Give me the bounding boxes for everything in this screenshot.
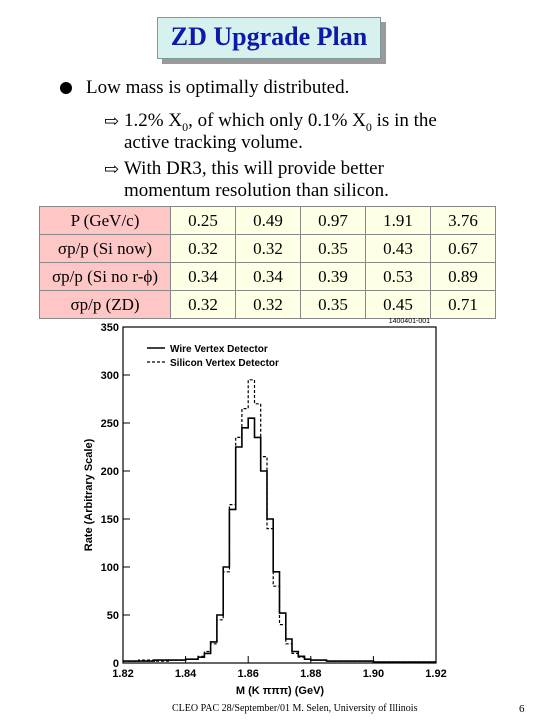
table-cell: 0.89 xyxy=(430,262,496,291)
y-tick-label: 350 xyxy=(101,322,119,334)
legend-entry-wire: Wire Vertex Detector xyxy=(170,344,268,355)
table-cell: 0.32 xyxy=(170,290,236,319)
y-tick-label: 100 xyxy=(101,562,119,574)
table-cell: 0.45 xyxy=(365,290,431,319)
bullet-dot xyxy=(60,82,72,94)
table-row: P (GeV/c) 0.25 0.49 0.97 1.91 3.76 xyxy=(39,206,496,235)
x-axis: 1.82 1.84 1.86 1.88 1.90 1.92 xyxy=(112,656,447,680)
bullet-sub1-line2: active tracking volume. xyxy=(124,132,303,153)
plot-tag: 1400401-001 xyxy=(389,318,430,325)
table-cell: 0.67 xyxy=(430,234,496,263)
resolution-table: P (GeV/c) 0.25 0.49 0.97 1.91 3.76 σp/p (Si no… xyxy=(39,206,496,319)
table-cell: 0.35 xyxy=(300,290,366,319)
bullet-main: Low mass is optimally distributed. xyxy=(86,77,350,98)
y-tick-label: 50 xyxy=(107,610,119,622)
x-tick-label: 1.86 xyxy=(237,668,258,680)
x-tick-label: 1.90 xyxy=(363,668,384,680)
title-box: ZD Upgrade Plan xyxy=(157,17,381,59)
arrow-icon: ⇨ xyxy=(104,111,120,131)
table-cell: 0.35 xyxy=(300,234,366,263)
table-cell: 0.32 xyxy=(235,290,301,319)
table-cell: 3.76 xyxy=(430,206,496,235)
table-cell: 0.34 xyxy=(170,262,236,291)
table-cell: 0.34 xyxy=(235,262,301,291)
x-tick-label: 1.88 xyxy=(300,668,321,680)
table-cell: 0.53 xyxy=(365,262,431,291)
row-label: σp/p (ZD) xyxy=(39,290,171,319)
y-tick-label: 0 xyxy=(113,658,119,670)
y-tick-label: 200 xyxy=(101,466,119,478)
table-cell: 0.32 xyxy=(235,234,301,263)
table-cell: 0.25 xyxy=(170,206,236,235)
table-cell: 0.49 xyxy=(235,206,301,235)
table-cell: 0.43 xyxy=(365,234,431,263)
series-silicon-vertex xyxy=(123,379,436,663)
row-label: σp/p (Si no r-ϕ) xyxy=(39,262,171,291)
y-axis: 0 50 100 150 200 250 300 350 xyxy=(101,322,130,670)
table-row: σp/p (Si now) 0.32 0.32 0.35 0.43 0.67 xyxy=(39,234,496,263)
table-cell: 0.39 xyxy=(300,262,366,291)
x-tick-label: 1.92 xyxy=(425,668,446,680)
table-cell: 0.32 xyxy=(170,234,236,263)
x-axis-label: M (K πππ) (GeV) xyxy=(236,685,325,697)
page-title: ZD Upgrade Plan xyxy=(170,22,368,51)
bullet-sub2-line1: With DR3, this will provide better xyxy=(124,158,384,179)
y-axis-label: Rate (Arbitrary Scale) xyxy=(83,438,95,551)
page-number: 6 xyxy=(519,703,525,715)
row-label: P (GeV/c) xyxy=(39,206,171,235)
y-tick-label: 150 xyxy=(101,514,119,526)
table-cell: 0.71 xyxy=(430,290,496,319)
y-tick-label: 250 xyxy=(101,418,119,430)
table-cell: 0.97 xyxy=(300,206,366,235)
legend-entry-silicon: Silicon Vertex Detector xyxy=(170,358,279,369)
bullet-sub2-line2: momentum resolution than silicon. xyxy=(124,180,389,201)
legend: Wire Vertex Detector Silicon Vertex Dete… xyxy=(147,344,279,369)
table-cell: 1.91 xyxy=(365,206,431,235)
x-tick-label: 1.84 xyxy=(175,668,197,680)
y-tick-label: 300 xyxy=(101,370,119,382)
arrow-icon: ⇨ xyxy=(104,159,120,179)
footer: CLEO PAC 28/September/01 M. Selen, Unive… xyxy=(172,703,418,714)
bullet-sub1-line1: 1.2% X0, of which only 0.1% X0 is in the xyxy=(124,110,437,134)
table-row: σp/p (ZD) 0.32 0.32 0.35 0.45 0.71 xyxy=(39,290,496,319)
x-tick-label: 1.82 xyxy=(112,668,133,680)
table-row: σp/p (Si no r-ϕ) 0.34 0.34 0.39 0.53 0.89 xyxy=(39,262,496,291)
row-label: σp/p (Si now) xyxy=(39,234,171,263)
